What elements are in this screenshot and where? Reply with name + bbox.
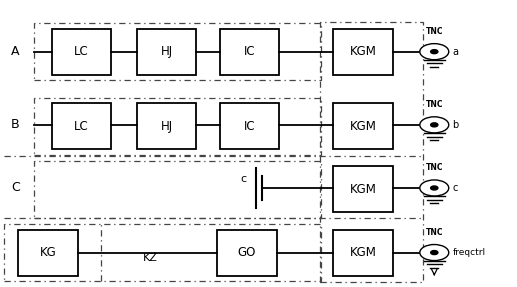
Text: C: C — [11, 181, 20, 195]
Text: KZ: KZ — [143, 253, 157, 263]
Text: TNC: TNC — [425, 163, 443, 172]
Bar — [333, 230, 393, 276]
Text: LC: LC — [74, 45, 89, 58]
Text: c: c — [240, 174, 246, 184]
Text: A: A — [11, 45, 20, 58]
Text: HJ: HJ — [161, 45, 173, 58]
Text: KG: KG — [39, 246, 56, 259]
Text: LC: LC — [74, 120, 89, 133]
Circle shape — [431, 186, 438, 190]
Text: IC: IC — [244, 45, 255, 58]
Text: GO: GO — [238, 246, 256, 259]
Bar — [52, 103, 111, 149]
Bar — [52, 29, 111, 75]
Text: TNC: TNC — [425, 100, 443, 109]
Circle shape — [431, 251, 438, 255]
Text: TNC: TNC — [425, 27, 443, 36]
Text: b: b — [452, 120, 459, 130]
Circle shape — [420, 44, 449, 60]
Text: a: a — [452, 47, 459, 57]
Circle shape — [431, 50, 438, 54]
Bar — [34, 161, 321, 218]
Bar — [137, 103, 196, 149]
Circle shape — [420, 180, 449, 196]
Text: KGM: KGM — [350, 45, 376, 58]
Text: freqctrl: freqctrl — [452, 248, 485, 257]
Circle shape — [431, 123, 438, 127]
Bar — [34, 98, 321, 155]
Text: KGM: KGM — [350, 246, 376, 259]
Text: KGM: KGM — [350, 183, 376, 196]
Text: c: c — [452, 183, 458, 193]
Bar — [333, 166, 393, 212]
Bar — [220, 29, 279, 75]
Bar — [34, 23, 321, 80]
Bar — [217, 230, 277, 276]
Text: B: B — [11, 118, 20, 131]
Text: TNC: TNC — [425, 228, 443, 237]
Bar — [320, 22, 423, 282]
Bar — [137, 29, 196, 75]
Bar — [220, 103, 279, 149]
Circle shape — [420, 117, 449, 133]
Circle shape — [420, 245, 449, 261]
Bar — [18, 230, 78, 276]
Bar — [333, 29, 393, 75]
Bar — [4, 224, 321, 281]
Text: IC: IC — [244, 120, 255, 133]
Text: HJ: HJ — [161, 120, 173, 133]
Text: KGM: KGM — [350, 120, 376, 133]
Bar — [333, 103, 393, 149]
